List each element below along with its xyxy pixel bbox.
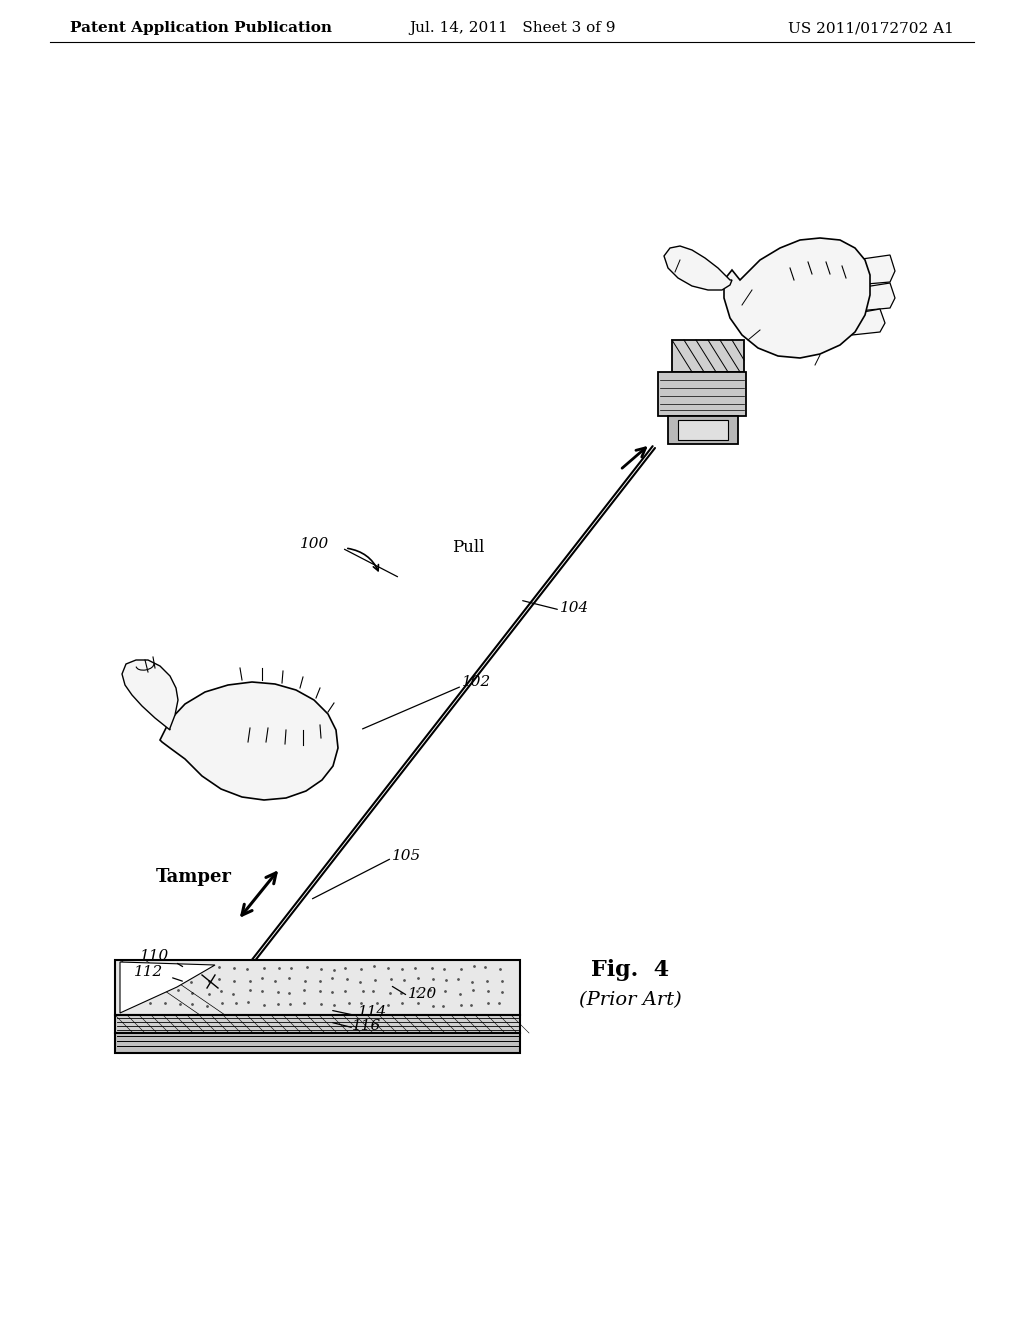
Text: 116: 116 [352, 1019, 381, 1034]
Text: US 2011/0172702 A1: US 2011/0172702 A1 [788, 21, 954, 36]
Polygon shape [852, 309, 885, 335]
Polygon shape [724, 238, 870, 358]
Polygon shape [664, 246, 732, 290]
Polygon shape [858, 282, 895, 312]
FancyBboxPatch shape [658, 372, 746, 416]
Text: Fig.  4: Fig. 4 [591, 960, 669, 981]
Polygon shape [160, 682, 338, 800]
Text: 110: 110 [140, 949, 169, 964]
FancyBboxPatch shape [115, 1015, 520, 1034]
Text: Patent Application Publication: Patent Application Publication [70, 21, 332, 36]
FancyBboxPatch shape [115, 960, 520, 1015]
Text: 105: 105 [392, 849, 421, 863]
FancyBboxPatch shape [678, 420, 728, 440]
Text: Pull: Pull [452, 539, 484, 556]
Polygon shape [855, 255, 895, 285]
Text: 102: 102 [462, 675, 492, 689]
Text: 114: 114 [358, 1005, 387, 1019]
Polygon shape [120, 962, 215, 1012]
FancyBboxPatch shape [672, 341, 744, 372]
Text: Tamper: Tamper [156, 869, 232, 886]
Polygon shape [122, 660, 178, 730]
Text: (Prior Art): (Prior Art) [579, 991, 681, 1008]
Text: 112: 112 [134, 965, 163, 979]
Text: 100: 100 [300, 537, 330, 550]
Text: 120: 120 [408, 987, 437, 1001]
FancyBboxPatch shape [668, 416, 738, 444]
FancyBboxPatch shape [115, 1034, 520, 1053]
Text: 104: 104 [560, 601, 589, 615]
Text: Jul. 14, 2011   Sheet 3 of 9: Jul. 14, 2011 Sheet 3 of 9 [409, 21, 615, 36]
